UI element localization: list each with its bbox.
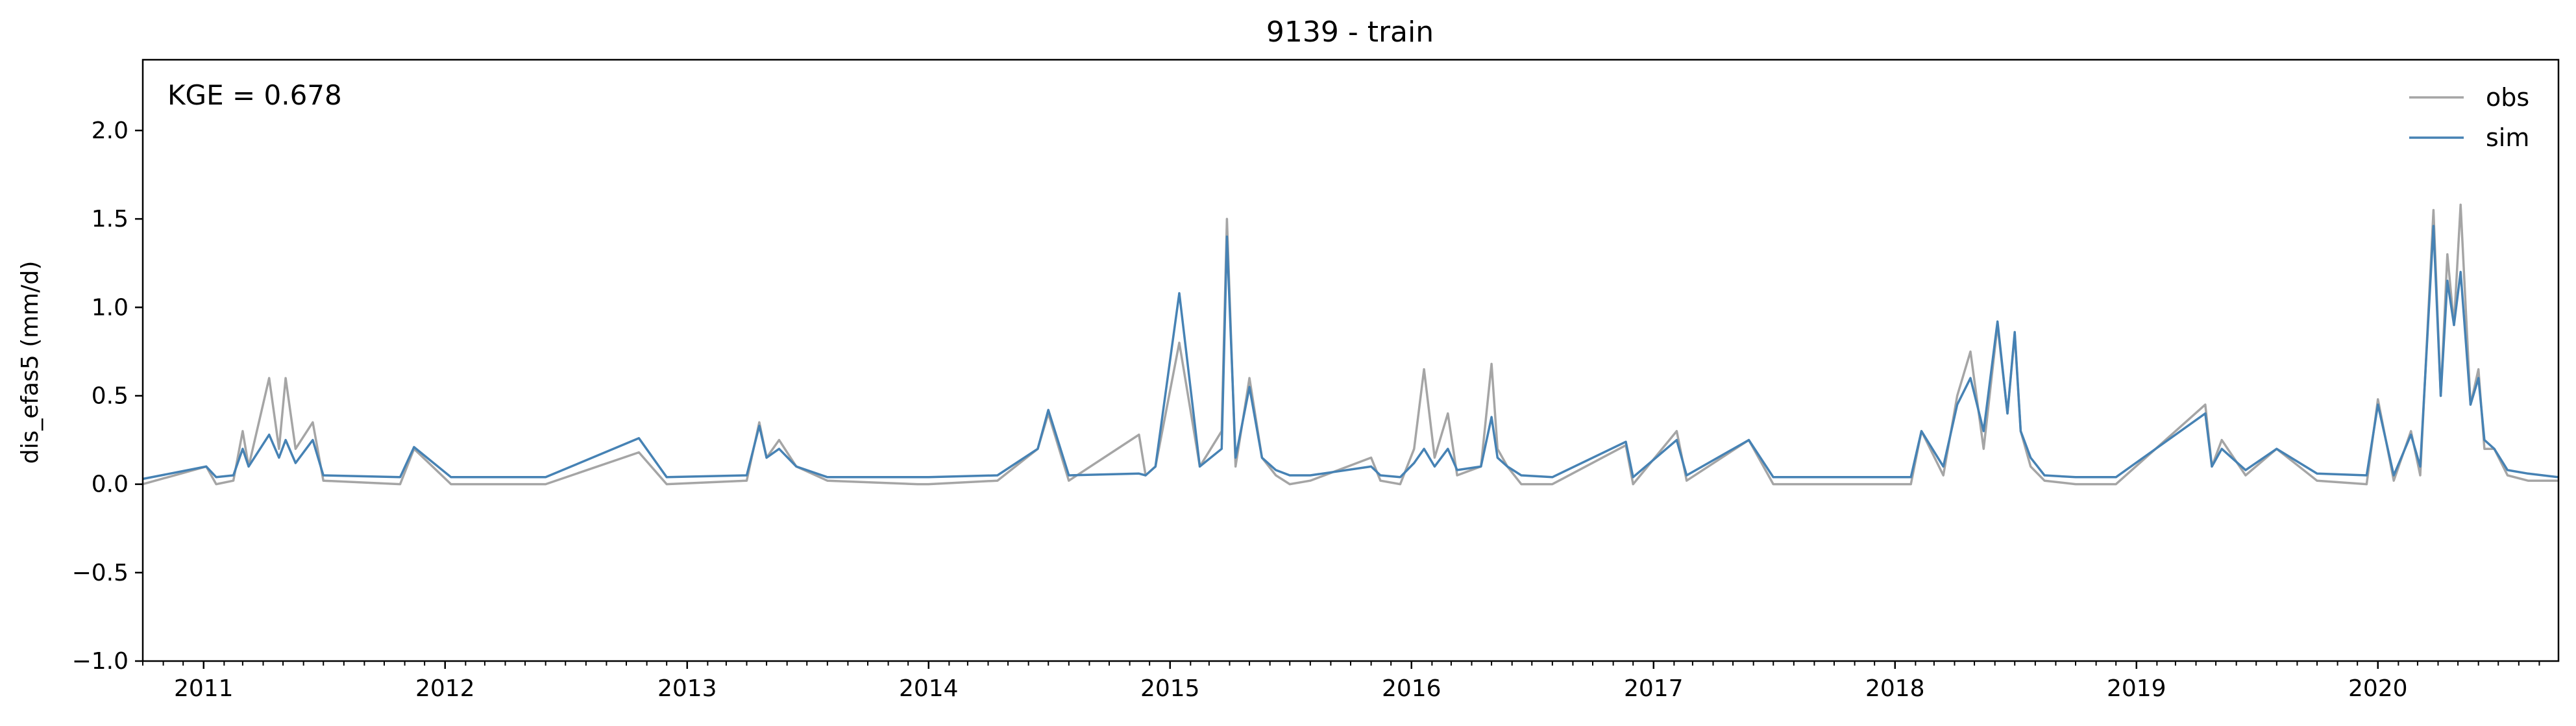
y-tick-label: 1.5: [92, 206, 129, 232]
series-line-sim: [142, 225, 2559, 481]
axes-layer: −1.0 −0.5 0.0 0.5 1.0 1.5 2.0 2011 2012 2013 2014 2…: [72, 58, 2560, 702]
x-tick-label: 2016: [1382, 675, 1441, 702]
y-tick-label: 0.5: [92, 382, 129, 409]
kge-annotation: KGE = 0.678: [167, 79, 342, 111]
series-line-obs: [142, 203, 2558, 486]
x-tick-label: 2013: [657, 675, 717, 702]
x-tick-label: 2012: [415, 675, 475, 702]
y-tick-label: −1.0: [72, 648, 129, 675]
legend: obs sim: [2409, 83, 2529, 152]
chart-title: 9139 - train: [1266, 16, 1434, 49]
x-tick-label: 2014: [899, 675, 959, 702]
y-tick-label: 0.0: [92, 471, 129, 498]
legend-label-obs: obs: [2486, 83, 2529, 112]
series-layer: [142, 203, 2559, 486]
plot-frame: [141, 58, 2560, 662]
y-tick-label: 2.0: [92, 118, 129, 144]
x-tick-label: 2019: [2107, 675, 2166, 702]
y-tick-label: 1.0: [92, 294, 129, 321]
legend-label-sim: sim: [2486, 123, 2529, 152]
y-tick-label: −0.5: [72, 560, 129, 586]
x-tick-label: 2020: [2348, 675, 2408, 702]
x-tick-label: 2017: [1624, 675, 1684, 702]
x-tick-label: 2015: [1140, 675, 1200, 702]
y-axis-label: dis_efas5 (mm/d): [17, 261, 43, 464]
x-tick-label: 2011: [174, 675, 234, 702]
x-tick-label: 2018: [1865, 675, 1925, 702]
